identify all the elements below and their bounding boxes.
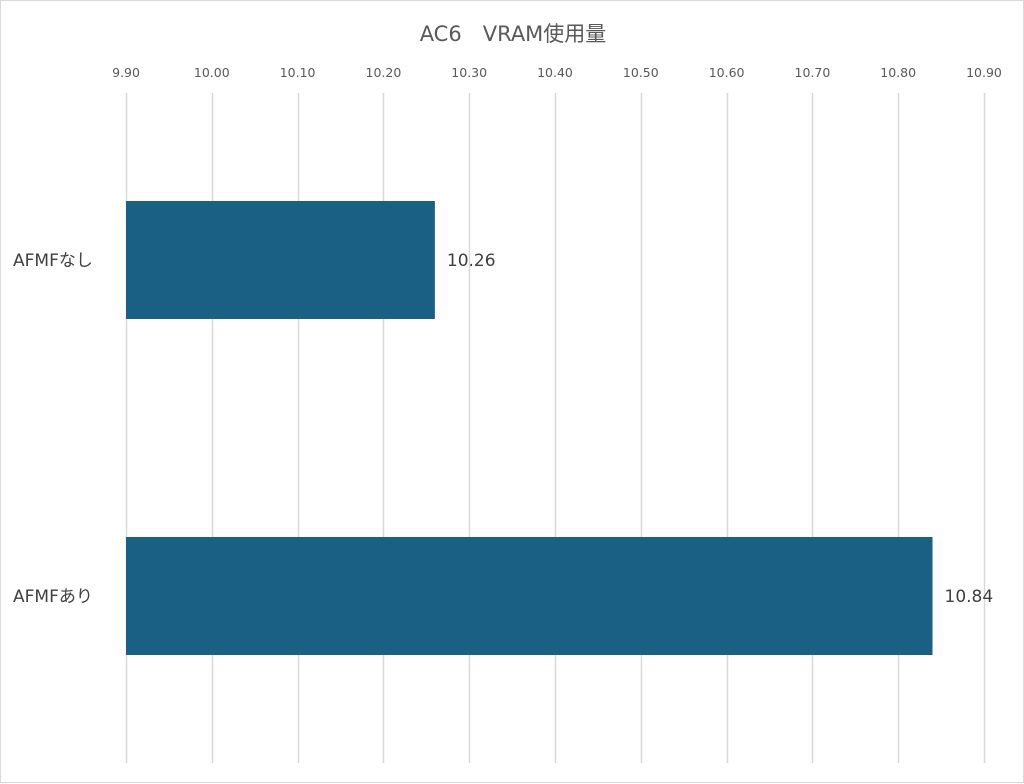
x-tick-label: 10.20 (366, 65, 402, 80)
bars (126, 201, 933, 655)
category-label: AFMFあり (13, 587, 93, 607)
data-label: 10.84 (945, 587, 994, 607)
category-labels: AFMFなし AFMFあり (13, 251, 93, 607)
bar (126, 201, 435, 319)
x-tick-label: 10.00 (194, 65, 230, 80)
x-tick-label: 10.40 (537, 65, 573, 80)
gridlines (125, 93, 986, 763)
x-tick-label: 9.90 (112, 65, 140, 80)
x-tick-label: 10.70 (795, 65, 831, 80)
x-tick-label: 10.10 (280, 65, 316, 80)
x-tick-label: 10.90 (966, 65, 1002, 80)
x-tick-label: 10.50 (623, 65, 659, 80)
chart-title: AC6 VRAM使用量 (420, 22, 607, 46)
category-label: AFMFなし (13, 251, 93, 271)
x-tick-label: 10.60 (709, 65, 745, 80)
x-tick-label: 10.80 (880, 65, 916, 80)
x-tick-label: 10.30 (451, 65, 487, 80)
x-axis-tick-labels: 9.90 10.00 10.10 10.20 10.30 10.40 10.50 10.60 1… (112, 65, 1002, 80)
data-label: 10.26 (447, 251, 496, 271)
bar (126, 537, 933, 655)
data-labels: 10.26 10.84 (447, 251, 993, 607)
